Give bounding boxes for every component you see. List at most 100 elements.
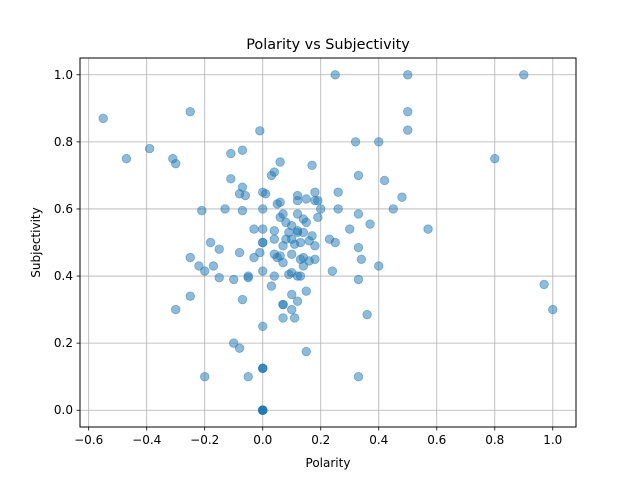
- data-point: [403, 125, 413, 135]
- data-point: [548, 304, 558, 315]
- data-point: [258, 363, 268, 373]
- data-point: [292, 296, 303, 306]
- data-point: [234, 343, 245, 353]
- y-tick-label: 1.0: [54, 68, 73, 82]
- y-tick-label: 0.4: [54, 269, 73, 283]
- data-point: [330, 237, 340, 248]
- data-point: [255, 126, 265, 136]
- data-point: [243, 371, 253, 382]
- data-point: [171, 304, 181, 315]
- data-point: [258, 405, 268, 415]
- data-point: [310, 254, 320, 264]
- data-point: [234, 247, 245, 258]
- data-point: [208, 261, 219, 271]
- data-point: [171, 158, 181, 169]
- x-axis-label: Polarity: [306, 456, 351, 470]
- data-point: [287, 289, 297, 300]
- data-point: [301, 286, 311, 296]
- x-tick-label: 0.6: [427, 433, 446, 447]
- x-tick-label: 0.2: [311, 433, 330, 447]
- data-point: [284, 227, 294, 238]
- data-point: [365, 219, 375, 229]
- data-point: [229, 274, 239, 285]
- chart-title: Polarity vs Subjectivity: [246, 37, 410, 53]
- data-point: [278, 299, 288, 310]
- data-point: [353, 170, 364, 181]
- data-point: [269, 234, 280, 244]
- x-tick-label: 0.8: [485, 433, 504, 447]
- data-point: [200, 371, 210, 382]
- data-point: [200, 266, 210, 276]
- y-tick-label: 0.2: [54, 336, 73, 350]
- data-point: [258, 204, 268, 214]
- y-axis-label: Subjectivity: [29, 207, 43, 277]
- data-point: [333, 204, 343, 214]
- data-point: [313, 212, 323, 223]
- data-point: [374, 261, 384, 271]
- data-points: [98, 70, 558, 415]
- y-tick-label: 0.8: [54, 135, 73, 149]
- data-point: [313, 195, 323, 206]
- data-point: [289, 239, 300, 249]
- data-point: [278, 257, 288, 268]
- data-point: [345, 224, 355, 234]
- x-tick-label: 1.0: [543, 433, 562, 447]
- data-point: [258, 266, 268, 276]
- data-point: [284, 269, 294, 280]
- x-tick-label: −0.2: [190, 433, 219, 447]
- data-point: [353, 242, 364, 253]
- data-point: [379, 175, 390, 186]
- data-point: [539, 279, 549, 290]
- data-point: [98, 113, 108, 124]
- data-point: [258, 237, 268, 248]
- data-point: [226, 174, 236, 184]
- data-point: [278, 313, 288, 323]
- data-point: [275, 197, 285, 207]
- data-point: [301, 217, 311, 228]
- data-point: [301, 346, 311, 357]
- data-point: [292, 271, 303, 281]
- data-point: [301, 194, 311, 204]
- y-tick-label: 0.0: [54, 403, 73, 417]
- data-point: [490, 153, 500, 164]
- data-point: [226, 148, 236, 159]
- data-point: [275, 157, 285, 167]
- grid: [80, 58, 576, 427]
- data-point: [249, 252, 259, 263]
- data-point: [121, 153, 132, 164]
- data-point: [287, 304, 297, 315]
- data-point: [353, 371, 364, 382]
- data-point: [269, 226, 280, 236]
- data-point: [237, 205, 248, 216]
- data-point: [220, 204, 230, 214]
- data-point: [214, 244, 224, 254]
- y-tick-label: 0.6: [54, 202, 73, 216]
- data-point: [362, 309, 372, 320]
- data-point: [298, 261, 309, 271]
- data-point: [374, 137, 384, 147]
- data-point: [258, 321, 268, 332]
- data-point: [260, 189, 271, 199]
- x-tick-label: −0.4: [132, 433, 161, 447]
- data-point: [258, 224, 268, 234]
- axis-ticks: −0.6 −0.4 −0.2 0.0 0.2 0.4 0.6 0.8 1.0 0.0 0.2 0.4 0…: [54, 68, 562, 447]
- x-tick-label: −0.6: [74, 433, 103, 447]
- data-point: [353, 209, 364, 219]
- data-point: [237, 145, 248, 155]
- data-point: [397, 192, 407, 202]
- data-point: [197, 205, 207, 216]
- data-point: [292, 226, 303, 236]
- data-point: [333, 187, 343, 197]
- data-point: [289, 313, 300, 323]
- data-point: [266, 281, 277, 291]
- data-point: [327, 266, 338, 276]
- data-point: [316, 204, 326, 214]
- data-point: [185, 106, 195, 117]
- data-point: [237, 294, 248, 305]
- data-point: [310, 187, 320, 197]
- data-point: [287, 249, 297, 259]
- data-point: [353, 274, 364, 285]
- data-point: [330, 70, 340, 80]
